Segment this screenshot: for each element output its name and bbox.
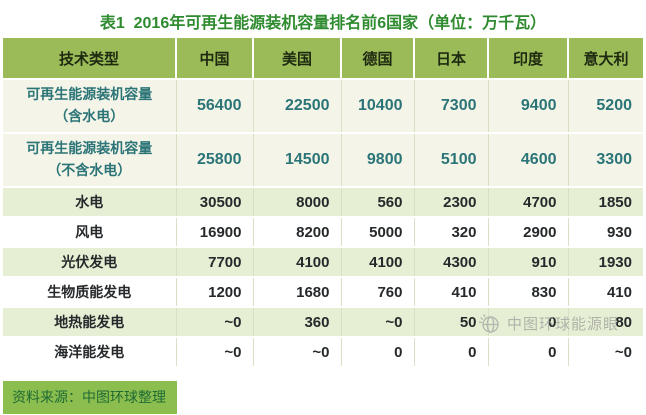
value-cell: 9800	[341, 133, 415, 188]
value-cell: ~0	[341, 307, 415, 338]
value-cell: 760	[341, 277, 415, 308]
table-row-solar-pv: 光伏发电 7700 4100 4100 4300 910 1930	[3, 247, 643, 278]
row-label: 海洋能发电	[3, 337, 177, 368]
capacity-table: 技术类型 中国 美国 德国 日本 印度 意大利 可再生能源装机容量 （含水电） …	[3, 38, 643, 368]
row-label: 风电	[3, 217, 177, 248]
table-row-renewable-excl-hydro: 可再生能源装机容量 （不含水电） 25800 14500 9800 5100 4…	[3, 133, 643, 188]
row-label: 可再生能源装机容量 （含水电）	[3, 79, 177, 134]
value-cell: 3300	[568, 133, 643, 188]
value-cell: ~0	[568, 337, 643, 368]
table-row-renewable-incl-hydro: 可再生能源装机容量 （含水电） 56400 22500 10400 7300 9…	[3, 79, 643, 134]
value-cell: 8000	[253, 187, 342, 218]
value-cell: 14500	[253, 133, 342, 188]
value-cell: 0	[341, 337, 415, 368]
row-label: 生物质能发电	[3, 277, 177, 308]
row-label: 水电	[3, 187, 177, 218]
value-cell: 30500	[176, 187, 254, 218]
value-cell: 4600	[488, 133, 569, 188]
value-cell: 410	[568, 277, 643, 308]
value-cell: 16900	[176, 217, 254, 248]
value-cell: 5200	[568, 79, 643, 134]
source-note: 资料来源：中图环球整理	[3, 381, 177, 414]
value-cell: 4100	[341, 247, 415, 278]
header-row: 技术类型 中国 美国 德国 日本 印度 意大利	[3, 38, 643, 80]
table-row-biomass: 生物质能发电 1200 1680 760 410 830 410	[3, 277, 643, 308]
table-row-geothermal: 地热能发电 ~0 360 ~0 50 0 80	[3, 307, 643, 338]
value-cell: 1930	[568, 247, 643, 278]
value-cell: 22500	[253, 79, 342, 134]
value-cell: 7300	[414, 79, 489, 134]
value-cell: 910	[488, 247, 569, 278]
column-header-tech-type: 技术类型	[3, 38, 177, 80]
value-cell: 5100	[414, 133, 489, 188]
value-cell: 80	[568, 307, 643, 338]
table-row-ocean: 海洋能发电 ~0 ~0 0 0 0 ~0	[3, 337, 643, 368]
row-label: 可再生能源装机容量 （不含水电）	[3, 133, 177, 188]
value-cell: ~0	[253, 337, 342, 368]
column-header-italy: 意大利	[568, 38, 643, 80]
row-label-line1: 可再生能源装机容量	[26, 140, 153, 157]
value-cell: 7700	[176, 247, 254, 278]
row-label-line1: 可再生能源装机容量	[26, 86, 153, 103]
row-label-line2: （不含水电）	[47, 162, 132, 178]
value-cell: 10400	[341, 79, 415, 134]
column-header-usa: 美国	[253, 38, 342, 80]
value-cell: 4300	[414, 247, 489, 278]
table-title: 表1 2016年可再生能源装机容量排名前6国家（单位：万千瓦）	[99, 15, 547, 32]
column-header-germany: 德国	[341, 38, 415, 80]
value-cell: 50	[414, 307, 489, 338]
table-row-hydro: 水电 30500 8000 560 2300 4700 1850	[3, 187, 643, 218]
column-header-china: 中国	[176, 38, 254, 80]
value-cell: 4700	[488, 187, 569, 218]
value-cell: 56400	[176, 79, 254, 134]
value-cell: 0	[488, 337, 569, 368]
table-row-wind: 风电 16900 8200 5000 320 2900 930	[3, 217, 643, 248]
row-label: 地热能发电	[3, 307, 177, 338]
value-cell: 25800	[176, 133, 254, 188]
value-cell: 2900	[488, 217, 569, 248]
row-label: 光伏发电	[3, 247, 177, 278]
value-cell: 4100	[253, 247, 342, 278]
value-cell: 930	[568, 217, 643, 248]
value-cell: 1850	[568, 187, 643, 218]
value-cell: 9400	[488, 79, 569, 134]
value-cell: 320	[414, 217, 489, 248]
value-cell: 410	[414, 277, 489, 308]
value-cell: 8200	[253, 217, 342, 248]
value-cell: 560	[341, 187, 415, 218]
column-header-japan: 日本	[414, 38, 489, 80]
row-label-line2: （含水电）	[54, 108, 125, 124]
value-cell: 0	[488, 307, 569, 338]
value-cell: ~0	[176, 307, 254, 338]
value-cell: 0	[414, 337, 489, 368]
value-cell: ~0	[176, 337, 254, 368]
column-header-india: 印度	[488, 38, 569, 80]
value-cell: 830	[488, 277, 569, 308]
value-cell: 1680	[253, 277, 342, 308]
value-cell: 1200	[176, 277, 254, 308]
value-cell: 360	[253, 307, 342, 338]
value-cell: 2300	[414, 187, 489, 218]
value-cell: 5000	[341, 217, 415, 248]
